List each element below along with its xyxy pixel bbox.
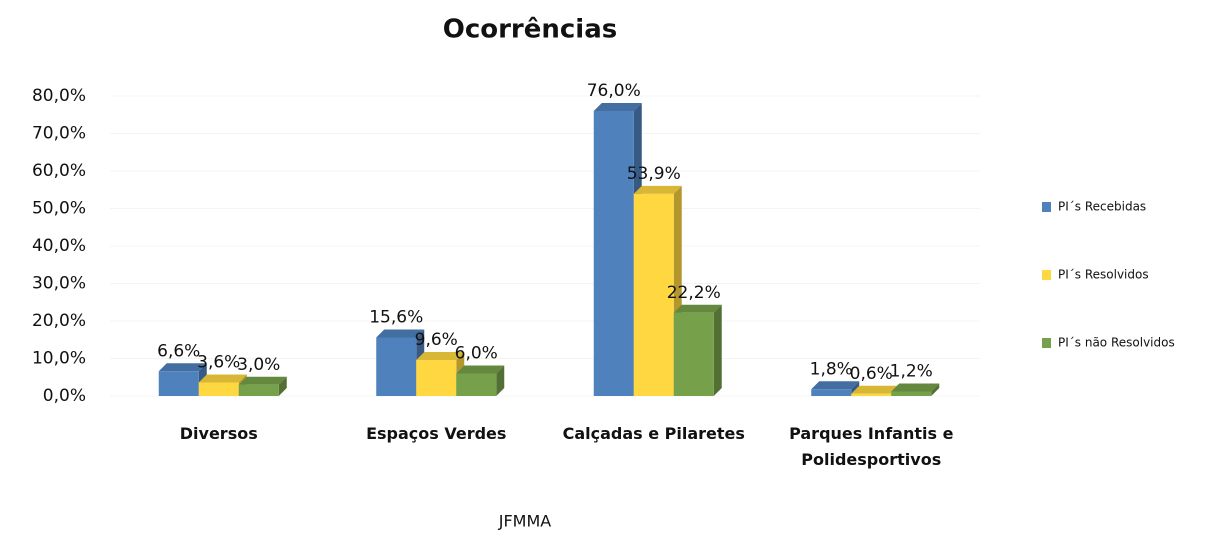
bar-top [238, 376, 287, 385]
bar-top [673, 304, 722, 313]
data-label: 15,6% [369, 308, 423, 328]
bar-top [376, 329, 425, 338]
legend-label: PI´s Resolvidos [1058, 268, 1149, 282]
y-tick-label: 60,0% [32, 161, 86, 181]
bar-side [931, 383, 940, 396]
bar-side [278, 376, 287, 396]
y-tick-label: 80,0% [32, 86, 86, 106]
bar-top [851, 385, 900, 394]
bar [158, 371, 199, 396]
bar [633, 193, 674, 396]
legend-swatch [1042, 270, 1051, 280]
data-label: 1,8% [810, 359, 853, 379]
bar-top [891, 383, 940, 392]
data-label: 9,6% [415, 330, 458, 350]
y-tick-label: 0,0% [43, 386, 86, 406]
data-label: 3,6% [197, 353, 240, 373]
data-label: 53,9% [627, 164, 681, 184]
y-tick-label: 70,0% [32, 124, 86, 144]
y-tick-label: 20,0% [32, 311, 86, 331]
bar [456, 373, 497, 396]
data-label: 3,0% [237, 355, 280, 375]
bar-top [811, 381, 860, 390]
bar-top [198, 374, 247, 383]
bar-top [456, 365, 505, 374]
bar [198, 382, 239, 396]
x-axis-label: JFMMA [498, 512, 552, 531]
bar [891, 391, 932, 396]
bar [673, 312, 714, 396]
x-tick-label: Espaços Verdes [366, 424, 507, 443]
bar-top [593, 103, 642, 111]
data-label: 6,0% [455, 344, 498, 364]
bar-side [713, 304, 722, 396]
x-tick-label: Diversos [179, 424, 258, 443]
legend-swatch [1042, 202, 1051, 212]
legend-swatch [1042, 338, 1051, 348]
data-label: 0,6% [850, 364, 893, 384]
y-tick-label: 40,0% [32, 236, 86, 256]
bar [593, 111, 634, 396]
bar-side [496, 365, 505, 396]
x-tick-label: Calçadas e Pilaretes [562, 424, 745, 443]
data-label: 1,2% [890, 362, 933, 382]
bar-top [416, 352, 465, 360]
y-tick-label: 30,0% [32, 274, 86, 294]
legend-label: PI´s não Resolvidos [1058, 336, 1175, 350]
bar [238, 384, 279, 396]
data-label: 22,2% [667, 283, 721, 303]
data-label: 76,0% [587, 81, 641, 101]
y-tick-label: 10,0% [32, 349, 86, 369]
x-tick-label: Parques Infantis e Polidesportivos [789, 424, 954, 469]
chart-title: Ocorrências [443, 15, 618, 45]
bar-top [633, 185, 682, 194]
data-label: 6,6% [157, 341, 200, 361]
bar [416, 360, 457, 396]
legend-label: PI´s Recebidas [1058, 200, 1146, 214]
bar [811, 389, 852, 396]
y-tick-label: 50,0% [32, 199, 86, 219]
bar [376, 337, 417, 396]
bar [851, 393, 892, 396]
bar-top [158, 363, 207, 372]
